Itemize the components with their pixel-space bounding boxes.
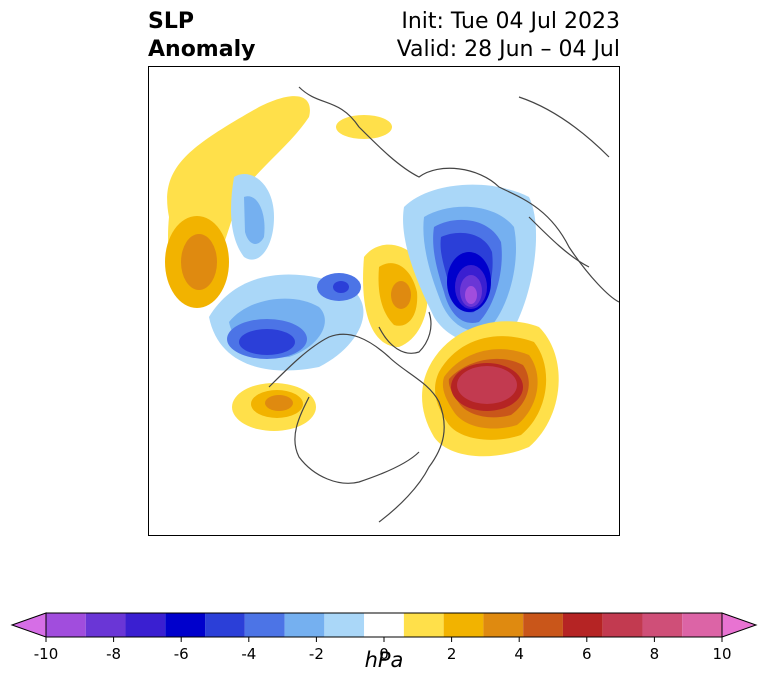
colorbar: -10 -8 -6 -4 -2 0 2 4 6 8 10	[10, 612, 758, 663]
colorbar-extend-max	[721, 612, 758, 638]
colorbar-tick-label: 2	[447, 645, 457, 663]
negative-anomaly-pacific	[209, 173, 364, 371]
colorbar-segment	[324, 613, 365, 637]
colorbar-segment	[642, 613, 683, 637]
colorbar-tick-label: 8	[650, 645, 660, 663]
colorbar-segment	[364, 613, 404, 637]
valid-range: Valid: 28 Jun – 04 Jul	[396, 37, 620, 62]
colorbar-segment	[85, 613, 126, 637]
colorbar-tick-label: -8	[106, 645, 121, 663]
positive-anomaly-atlantic	[422, 321, 559, 457]
title-line-2: Anomaly	[148, 37, 256, 62]
colorbar-tick-label: 10	[712, 645, 731, 663]
colorbar-segment	[165, 613, 206, 637]
colorbar-segment	[602, 613, 643, 637]
colorbar-tick-label: 0	[379, 645, 389, 663]
colorbar-tick-label: -6	[174, 645, 189, 663]
colorbar-tick-label: -2	[309, 645, 324, 663]
colorbar-segment	[284, 613, 325, 637]
colorbar-segment	[523, 613, 563, 637]
colorbar-tick-label: 6	[582, 645, 592, 663]
anomaly-map	[165, 86, 619, 523]
positive-anomaly-westcoast	[232, 383, 316, 431]
colorbar-tick-label: -10	[34, 645, 59, 663]
colorbar-segment	[682, 613, 722, 637]
chart-title: SLP Anomaly	[148, 8, 255, 64]
colorbar-segment	[205, 613, 245, 637]
map-panel	[148, 66, 620, 536]
colorbar-segment	[46, 613, 86, 637]
colorbar-segment	[403, 613, 444, 637]
colorbar-segment	[443, 613, 484, 637]
init-date: Init: Tue 04 Jul 2023	[401, 9, 620, 34]
positive-anomaly-greenland	[363, 244, 428, 347]
negative-anomaly-eurasia	[403, 184, 537, 345]
colorbar-tick-label: 4	[514, 645, 524, 663]
colorbar-segment	[483, 613, 524, 637]
colorbar-extend-min	[10, 612, 47, 638]
chart-dates: Init: Tue 04 Jul 2023 Valid: 28 Jun – 04…	[397, 8, 620, 64]
colorbar-unit: hPa	[364, 648, 404, 672]
colorbar-segment	[562, 613, 603, 637]
colorbar-tick-label: -4	[241, 645, 256, 663]
colorbar-segment	[125, 613, 166, 637]
coastlines	[268, 86, 619, 523]
title-line-1: SLP	[148, 9, 194, 34]
colorbar-segment	[244, 613, 285, 637]
